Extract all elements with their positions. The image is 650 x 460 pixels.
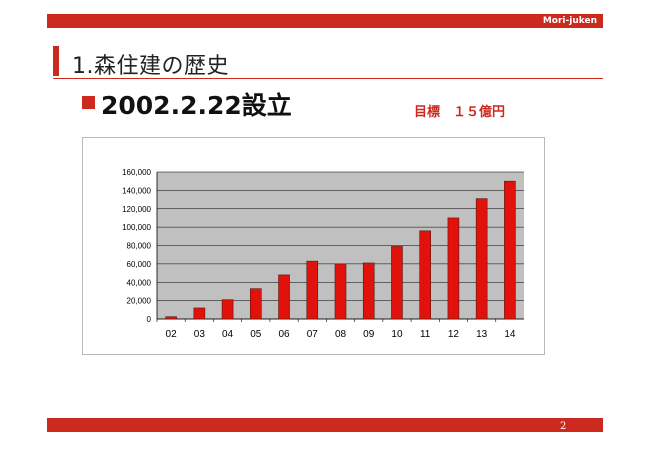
brand-name: Mori-juken: [542, 16, 597, 26]
bar: [193, 307, 206, 320]
y-tick-label: 20,000: [127, 297, 152, 306]
bar: [278, 274, 290, 320]
y-tick-label: 120,000: [122, 205, 151, 214]
bar: [475, 198, 488, 320]
x-tick-label: 08: [335, 329, 347, 340]
title-marker: [53, 46, 59, 76]
page-number: 2: [560, 421, 567, 432]
x-tick-label: 07: [307, 329, 319, 340]
subtitle-bullet: [82, 96, 95, 109]
y-tick-label: 0: [147, 315, 152, 324]
x-tick-label: 11: [420, 329, 431, 340]
y-tick-label: 160,000: [122, 168, 151, 177]
x-tick-label: 10: [391, 329, 403, 340]
founding-date: 2002.2.22設立: [101, 91, 292, 120]
chart-frame: 0 20,000 40,000 60,000 80,000 100,000 120,000 1…: [82, 137, 545, 355]
x-tick-label: 09: [363, 329, 375, 340]
bar: [391, 246, 403, 320]
x-tick-label: 12: [448, 329, 460, 340]
y-tick-label: 140,000: [122, 186, 151, 195]
x-tick-label: 13: [476, 329, 488, 340]
sales-target: 目標 １５億円: [414, 105, 506, 120]
bar: [447, 217, 460, 320]
bar: [165, 316, 177, 320]
x-tick-label: 14: [504, 329, 516, 340]
x-tick-label: 05: [250, 329, 262, 340]
x-tick-label: 02: [166, 329, 178, 340]
title-underline: [53, 78, 603, 79]
bar: [250, 288, 262, 320]
y-tick-label: 60,000: [127, 260, 152, 269]
bar: [306, 260, 319, 320]
y-tick-label: 80,000: [127, 242, 152, 251]
bar-chart: 0 20,000 40,000 60,000 80,000 100,000 120,000 1…: [122, 168, 524, 340]
x-tick-label: 04: [222, 329, 234, 340]
y-tick-label: 40,000: [127, 278, 152, 287]
bar: [419, 230, 431, 320]
header-bar: Mori-juken: [47, 14, 603, 28]
bar: [362, 262, 375, 320]
x-tick-label: 06: [278, 329, 290, 340]
x-tick-label: 03: [194, 329, 206, 340]
bar: [221, 299, 234, 320]
bar: [334, 263, 347, 320]
slide-title: 1.森住建の歴史: [72, 54, 229, 79]
y-tick-label: 100,000: [122, 223, 151, 232]
bar: [504, 180, 516, 320]
footer-bar: [47, 418, 603, 432]
